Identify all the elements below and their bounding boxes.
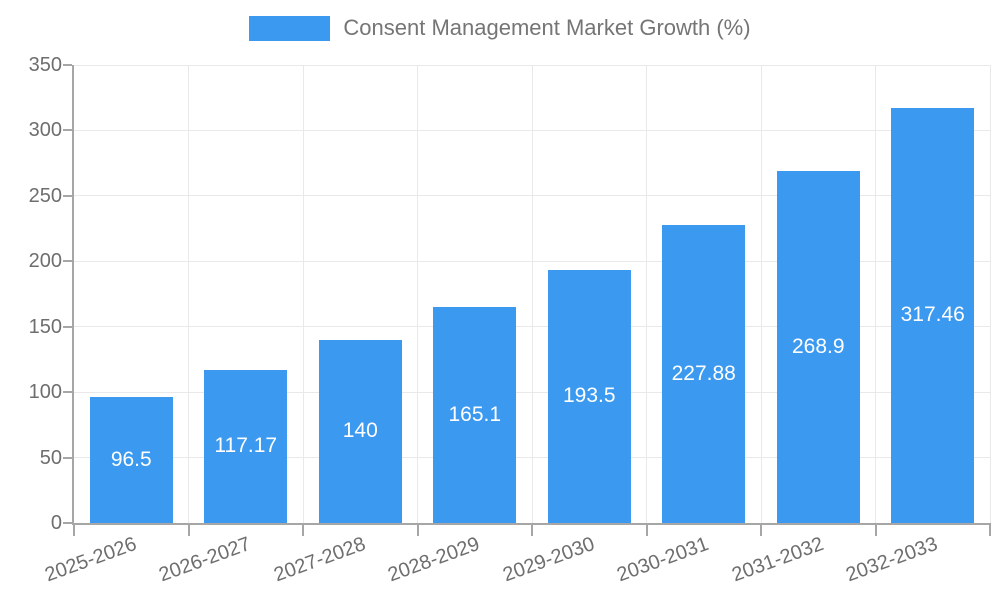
x-axis-tick [416,523,419,536]
y-axis-tick-label: 100 [28,381,62,404]
x-axis-tick [874,523,877,536]
bar-value-label: 268.9 [791,335,845,359]
x-gridline [989,65,991,523]
y-axis-tick [63,64,72,66]
x-axis-tick [73,523,75,536]
bar[interactable] [776,171,860,523]
bar[interactable] [204,369,288,523]
bar[interactable] [89,396,173,523]
x-axis-tick [645,523,648,536]
y-axis-tick-label: 50 [39,446,62,469]
x-axis-tick-label: 2029-2030 [499,532,598,587]
bar-value-label: 227.88 [671,361,736,385]
y-axis-tick-label: 300 [28,119,62,142]
x-axis-tick [760,523,762,536]
y-axis-tick-label: 0 [50,512,62,534]
x-gridline [417,65,418,523]
bar[interactable] [433,306,517,523]
y-axis-tick-label: 250 [28,184,62,207]
y-axis-tick [63,325,72,328]
x-axis-tick [989,523,991,536]
plot-area: 0 50 100 150 200 250 300 350 96.5 2025-2026 117.17… [29,54,991,586]
bar-value-label: 96.5 [110,447,152,471]
x-gridline [875,65,876,523]
bar-value-label: 165.1 [448,402,502,426]
y-axis-tick-label: 200 [28,250,62,273]
bar-value-label: 193.5 [562,384,616,408]
x-gridline [302,65,304,523]
x-axis-tick-label: 2028-2029 [385,532,483,587]
bar-value-label: 140 [342,419,378,443]
x-axis-tick-label: 2031-2032 [728,532,827,587]
y-axis-line [72,65,74,523]
x-axis-tick [531,523,533,536]
x-gridline [188,65,189,523]
bar-value-label: 317.46 [900,303,965,327]
bar-value-label: 117.17 [214,434,278,458]
legend-label: Consent Management Market Growth (%) [343,15,751,40]
x-axis-tick [302,523,304,536]
x-axis-line [72,523,990,525]
x-axis-tick-label: 2026-2027 [156,532,254,587]
y-axis-tick [63,194,72,197]
legend[interactable]: Consent Management Market Growth (%) [0,13,1000,43]
x-axis-tick-label: 2025-2026 [41,532,140,587]
y-axis-tick-label: 150 [28,315,62,338]
x-axis-tick-label: 2032-2033 [843,532,941,587]
y-axis-tick-label: 350 [28,54,62,76]
x-axis-tick-label: 2030-2031 [614,532,712,587]
y-axis-tick [63,391,72,394]
y-axis-tick [63,522,72,524]
y-axis-tick [63,129,72,132]
y-axis-tick [63,260,72,263]
bar[interactable] [662,224,746,523]
bar[interactable] [547,269,631,523]
bar[interactable] [318,339,402,523]
y-axis-tick [63,456,72,459]
bar[interactable] [891,107,975,523]
legend-swatch-icon [249,15,331,41]
x-gridline [531,65,533,523]
x-gridline [760,65,762,523]
x-axis-tick-label: 2027-2028 [270,532,369,587]
x-gridline [646,65,647,523]
x-axis-tick [187,523,190,536]
